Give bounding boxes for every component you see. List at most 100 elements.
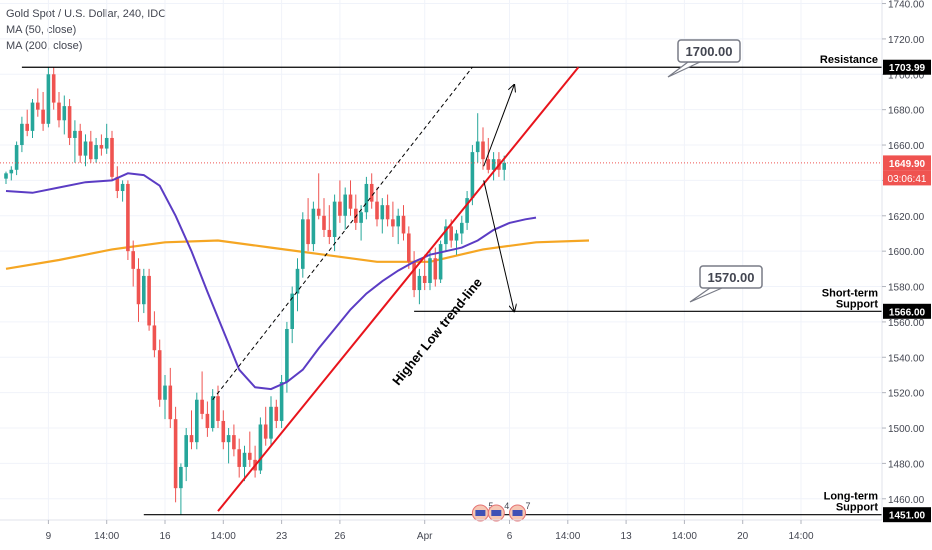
chart-legend: Gold Spot / U.S. Dollar, 240, IDC MA (50… [6, 6, 166, 54]
event-marker: 7 [509, 501, 531, 522]
candle [142, 268, 146, 314]
candle-body [89, 141, 93, 160]
price-tick-label: 1660.00 [888, 141, 925, 152]
candle-body [205, 413, 210, 429]
resistance-label: Resistance [820, 54, 878, 66]
candle [136, 258, 141, 322]
candle-body [104, 137, 109, 149]
price-tick-label: 1620.00 [888, 212, 925, 223]
candle-body [226, 435, 231, 443]
target-arrow [483, 85, 515, 167]
price-tick-label: 1740.00 [888, 0, 925, 11]
candle [422, 254, 427, 291]
candle-body [433, 258, 438, 280]
callout-tail [689, 287, 723, 303]
candle [9, 166, 14, 181]
short-term-support-label: Support [836, 298, 878, 310]
candle [438, 240, 443, 283]
candle [401, 205, 406, 241]
countdown-label: 03:06:41 [888, 174, 927, 185]
candle [375, 187, 379, 227]
candle [385, 194, 390, 227]
candle-body [475, 141, 480, 153]
candle-body [41, 109, 45, 124]
candle [327, 205, 332, 245]
time-tick-label: Apr [417, 531, 433, 542]
price-tick-label: 1480.00 [888, 459, 925, 470]
candle [454, 229, 459, 255]
candle-body [301, 219, 305, 269]
short-term-support-label: Short-term [822, 287, 878, 299]
candle-body [444, 226, 448, 245]
candle-body [486, 159, 491, 170]
candle-body [311, 208, 316, 245]
candle [417, 268, 422, 305]
candle [163, 374, 167, 420]
candles-layer [4, 67, 506, 515]
candle-body [184, 435, 188, 467]
candle-body [242, 452, 247, 467]
candle [332, 194, 337, 252]
short-term-support-badge-label: 1566.00 [889, 307, 926, 318]
time-tick-label: 6 [507, 531, 513, 542]
event-marker: 4 [487, 501, 509, 522]
candle-body [470, 152, 475, 199]
candle [407, 226, 411, 269]
candle [242, 445, 247, 482]
candle [269, 396, 273, 446]
long-term-support-label: Long-term [824, 491, 879, 503]
long-term-support-badge-label: 1451.00 [889, 511, 926, 522]
candle-body [348, 194, 353, 209]
candle [428, 251, 432, 291]
candle-body [152, 325, 157, 351]
time-tick-label: 26 [334, 531, 346, 542]
candle [359, 205, 363, 241]
event-count: 7 [526, 501, 531, 511]
candle-body [46, 74, 51, 124]
candle [179, 463, 183, 515]
candle [51, 67, 56, 110]
candle-body [285, 328, 289, 383]
candle [316, 173, 321, 220]
candle-body [36, 102, 40, 110]
callout-box [677, 39, 741, 63]
candle-body [25, 123, 29, 131]
candle-body [369, 183, 374, 202]
candle [491, 152, 496, 181]
candle [301, 212, 305, 278]
candle-body [120, 183, 125, 192]
target-arrow [483, 180, 515, 311]
candle [4, 171, 8, 184]
candle-body [422, 275, 427, 283]
candle-body [343, 194, 347, 216]
candle-body [428, 258, 432, 283]
candle [73, 120, 77, 163]
candle [221, 410, 226, 450]
candle-body [364, 183, 369, 213]
time-tick-label: 14:00 [211, 531, 236, 542]
ma50-layer [5, 172, 537, 391]
candle [306, 198, 310, 252]
candle [110, 130, 114, 181]
price-tick-label: 1700.00 [888, 70, 925, 81]
candle-body [147, 275, 151, 326]
candle [322, 198, 326, 238]
countdown-badge [883, 170, 931, 186]
flag-stripe [475, 510, 486, 516]
candle [78, 123, 82, 163]
candle [104, 123, 109, 154]
candle-body [131, 251, 135, 269]
candle-body [30, 102, 35, 131]
candle-body [78, 130, 82, 156]
candle [274, 399, 279, 429]
candle-body [401, 215, 406, 234]
time-tick-label: 9 [46, 531, 52, 542]
candle-body [449, 226, 453, 241]
candle-body [380, 205, 385, 220]
candle-body [83, 141, 88, 156]
candle [189, 410, 194, 450]
time-tick-label: 13 [621, 531, 633, 542]
candle-body [94, 145, 98, 160]
candle [412, 251, 416, 298]
